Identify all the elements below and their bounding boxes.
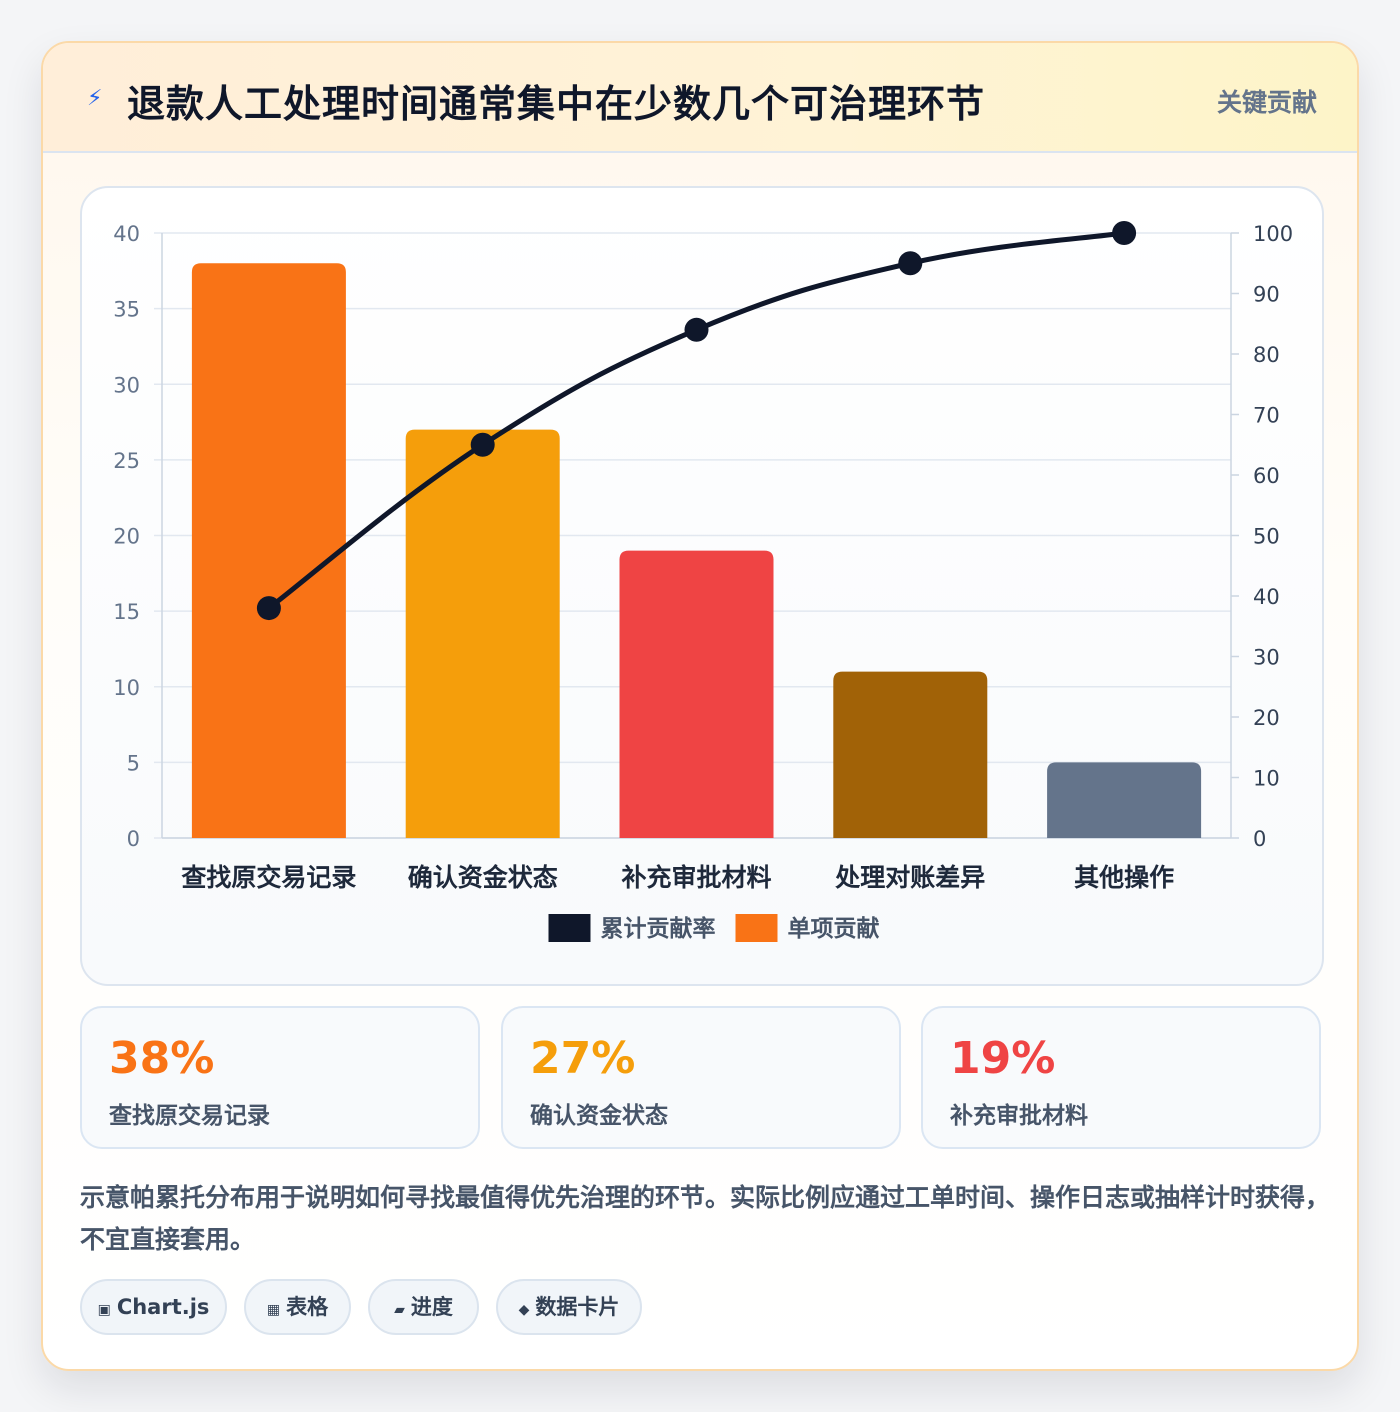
legend-swatch [548, 914, 591, 942]
data-card-icon: ◆ [518, 1302, 530, 1318]
progress-icon: ▰ [394, 1302, 405, 1318]
y2-tick-label: 20 [1253, 706, 1280, 730]
y2-tick-label: 40 [1253, 585, 1280, 609]
cumulative-point [470, 432, 495, 457]
y-tick-label: 30 [113, 373, 140, 397]
legend-label: 累计贡献率 [601, 915, 716, 942]
y-tick-label: 0 [127, 827, 140, 851]
x-tick-label: 确认资金状态 [408, 863, 558, 892]
bar [1047, 762, 1202, 838]
chip-label: Chart.js [116, 1295, 210, 1319]
bar [405, 429, 560, 838]
y-tick-label: 20 [113, 525, 140, 549]
stat-label: 查找原交易记录 [109, 1103, 270, 1129]
legend-label: 单项贡献 [788, 916, 880, 942]
stat-label: 确认资金状态 [530, 1103, 668, 1129]
cumulative-point [898, 251, 923, 276]
bar [191, 263, 346, 838]
cumulative-point [684, 317, 709, 342]
chip-progress[interactable]: ▰ 进度 [368, 1279, 479, 1335]
lightning-icon: ⚡ [87, 86, 103, 111]
header-badge: 关键贡献 [1216, 88, 1317, 117]
chip-label: 表格 [286, 1295, 329, 1319]
y2-tick-label: 90 [1253, 283, 1280, 307]
x-tick-label: 处理对账差异 [834, 863, 985, 892]
y2-tick-label: 50 [1253, 525, 1280, 549]
card-header: ⚡ 退款人工处理时间通常集中在少数几个可治理环节 关键贡献 [43, 43, 1357, 153]
x-tick-label: 其他操作 [1074, 863, 1174, 892]
y2-tick-label: 100 [1253, 222, 1293, 246]
y2-tick-label: 30 [1253, 646, 1280, 670]
y-tick-label: 15 [113, 600, 140, 624]
chart-icon: ▣ [97, 1302, 111, 1318]
chip-table[interactable]: ▦ 表格 [244, 1279, 351, 1335]
y-tick-label: 25 [113, 449, 140, 473]
y2-tick-label: 60 [1253, 464, 1280, 488]
x-tick-label: 补充审批材料 [621, 863, 771, 892]
table-icon: ▦ [266, 1302, 281, 1318]
stat-card-3: 19% 补充审批材料 [921, 1006, 1321, 1149]
bar [833, 671, 988, 838]
x-tick-label: 查找原交易记录 [181, 863, 356, 892]
chip-label: 进度 [410, 1295, 453, 1319]
chip-data-card[interactable]: ◆ 数据卡片 [496, 1279, 642, 1335]
y2-tick-label: 0 [1253, 827, 1266, 851]
chip-chartjs[interactable]: ▣ Chart.js [80, 1279, 227, 1335]
chip-label: 数据卡片 [535, 1295, 620, 1319]
pareto-chart: 0 5 10 15 20 25 30 35 40 0 10 20 30 40 50 60 70 80 90 100 查找… [113, 221, 1293, 942]
stat-label: 补充审批材料 [950, 1103, 1088, 1129]
cumulative-point [1112, 221, 1137, 245]
stat-value: 38% [109, 1033, 215, 1084]
legend-swatch [735, 914, 778, 942]
bar [619, 550, 774, 838]
stat-card-2: 27% 确认资金状态 [501, 1006, 901, 1149]
y-tick-label: 10 [113, 676, 140, 700]
page-title: 退款人工处理时间通常集中在少数几个可治理环节 [127, 82, 986, 126]
y2-tick-label: 80 [1253, 343, 1280, 367]
y-tick-label: 40 [113, 222, 140, 246]
stat-card-1: 38% 查找原交易记录 [80, 1006, 480, 1149]
cumulative-point [256, 596, 281, 621]
stat-value: 19% [950, 1033, 1056, 1084]
chart-panel: 0 5 10 15 20 25 30 35 40 0 10 20 30 40 50 60 70 80 90 100 查找… [80, 186, 1324, 986]
footnote: 示意帕累托分布用于说明如何寻找最值得优先治理的环节。实际比例应通过工单时间、操作… [80, 1183, 1331, 1254]
y2-tick-label: 10 [1253, 767, 1280, 791]
stat-value: 27% [530, 1033, 636, 1084]
y-tick-label: 35 [113, 298, 140, 322]
y-tick-label: 5 [127, 751, 140, 775]
y2-tick-label: 70 [1253, 404, 1280, 428]
chart-card: ⚡ 退款人工处理时间通常集中在少数几个可治理环节 关键贡献 0 5 10 15 20 25… [41, 41, 1359, 1371]
